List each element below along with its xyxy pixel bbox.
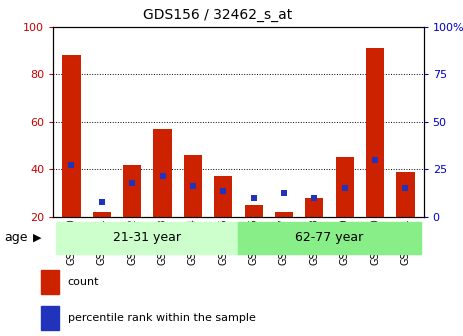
Bar [153, 129, 172, 217]
Bar [56, 222, 238, 254]
Text: percentile rank within the sample: percentile rank within the sample [68, 313, 256, 323]
Bar [305, 198, 324, 217]
Bar [396, 172, 414, 217]
Text: count: count [68, 277, 99, 287]
Text: age: age [5, 231, 28, 244]
Text: GDS156 / 32462_s_at: GDS156 / 32462_s_at [143, 8, 292, 23]
Bar [41, 306, 59, 330]
Bar [184, 155, 202, 217]
Text: 62-77 year: 62-77 year [295, 231, 363, 244]
Bar [336, 157, 354, 217]
Bar [93, 212, 111, 217]
Bar [275, 212, 293, 217]
Bar [63, 55, 81, 217]
Bar [238, 222, 420, 254]
Bar [123, 165, 141, 217]
Text: 21-31 year: 21-31 year [113, 231, 181, 244]
Text: ▶: ▶ [33, 233, 42, 243]
Bar [366, 48, 384, 217]
Bar [41, 270, 59, 294]
Bar [244, 205, 263, 217]
Bar [214, 176, 232, 217]
